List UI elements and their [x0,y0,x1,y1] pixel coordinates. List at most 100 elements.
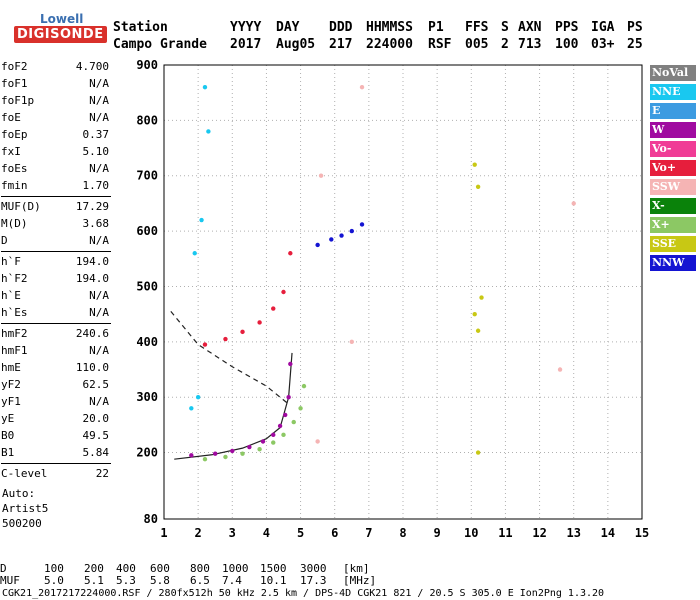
param-value: N/A [89,344,109,357]
param-row: h`F 194.0 [1,253,111,270]
header-val-6: 005 [465,37,489,52]
param-row: fxI 5.10 [1,143,111,160]
x-tick-label: 14 [601,526,615,540]
data-point [281,432,286,438]
header-col-4: HHMMSS [366,20,413,35]
param-key: B0 [1,429,15,442]
param-key: h`Es [1,306,28,319]
param-value: N/A [89,234,109,247]
param-key: foEs [1,162,28,175]
param-row: foE N/A [1,109,111,126]
param-row: yF2 62.5 [1,376,111,393]
param-row: yF1 N/A [1,393,111,410]
footer-row2-cell: 6.5 [190,574,210,587]
param-key: D [1,234,8,247]
x-tick-label: 3 [229,526,236,540]
x-tick-label: 15 [635,526,649,540]
param-value: 5.84 [82,446,110,459]
header-val-5: RSF [428,37,452,52]
y-tick-label: 80 [144,512,158,526]
param-key: hmF1 [1,344,28,357]
data-point [283,412,288,418]
header-val-0: Campo Grande [113,37,207,52]
param-value: 62.5 [82,378,110,391]
data-point [479,295,484,300]
x-tick-label: 13 [566,526,580,540]
param-key: B1 [1,446,15,459]
legend-item-w: W [650,122,696,138]
data-point [291,419,296,425]
data-point [349,339,354,345]
header-val-10: 03+ [591,37,615,52]
param-value: 3.68 [82,217,110,230]
legend-item-e: E [650,103,696,119]
param-row: M(D) 3.68 [1,215,111,232]
param-key: foF1p [1,94,35,107]
header-val-8: 713 [518,37,542,52]
header-val-3: 217 [329,37,353,52]
y-tick-label: 400 [136,335,158,349]
digisonde-logo: Lowell DIGISONDE [2,12,110,52]
x-tick-label: 11 [498,526,512,540]
footer-row1-cell: 200 [84,562,104,575]
data-point [475,328,481,333]
header-col-8: AXN [518,20,542,35]
header-val-9: 100 [555,37,579,52]
x-tick-label: 10 [464,526,478,540]
data-point [286,394,291,400]
header-col-11: PS [627,20,643,35]
legend-item-vo: Vo+ [650,160,696,176]
param-key: M(D) [1,217,28,230]
param-value: 194.0 [75,255,109,268]
data-point [247,444,252,450]
data-point [318,173,324,178]
legend-item-ssw: SSW [650,179,696,195]
param-value: 49.5 [82,429,110,442]
data-point [202,84,208,90]
header-val-7: 2 [501,37,509,52]
x-tick-label: 12 [532,526,546,540]
param-row: fmin 1.70 [1,177,111,194]
auto-artist: Artist5 [2,502,49,515]
param-value: N/A [89,111,109,124]
header-col-2: DAY [276,20,300,35]
header-col-7: S [501,20,509,35]
data-point [189,406,194,411]
logo-digisonde-text: DIGISONDE [14,26,107,43]
data-point [475,184,481,190]
legend-item-x: X- [650,198,696,214]
param-row: MUF(D) 17.29 [1,198,111,215]
footer-row2-cell: 5.0 [44,574,64,587]
header-col-3: DDD [329,20,353,35]
footer-row2-cell: [MHz] [343,574,377,587]
param-row: B0 49.5 [1,427,111,444]
param-key: yF2 [1,378,21,391]
param-key: foE [1,111,21,124]
param-row: h`E N/A [1,287,111,304]
footer-row1-cell: 1000 [222,562,249,575]
param-value: N/A [89,289,109,302]
param-row: foF1p N/A [1,92,111,109]
data-point [202,457,208,462]
data-point [257,447,262,452]
data-point [571,201,576,206]
header-val-2: Aug05 [276,37,316,52]
data-point [199,217,204,223]
param-value: 17.29 [75,200,109,213]
x-tick-label: 7 [365,526,372,540]
footer-row2-cell: 5.3 [116,574,136,587]
x-tick-label: 2 [195,526,202,540]
data-point [230,448,235,454]
y-tick-label: 500 [136,279,158,293]
header-val-4: 224000 [366,37,413,52]
data-point [359,222,365,227]
y-tick-label: 700 [136,169,158,183]
data-point [192,251,197,256]
param-key: yF1 [1,395,21,408]
x-tick-label: 4 [263,526,270,540]
footer-row1-cell: 1500 [260,562,287,575]
auto-code: 500200 [2,517,42,530]
param-divider [1,463,111,464]
param-key: h`E [1,289,21,302]
auto-scaling-info: Auto: Artist5 500200 [2,486,48,531]
